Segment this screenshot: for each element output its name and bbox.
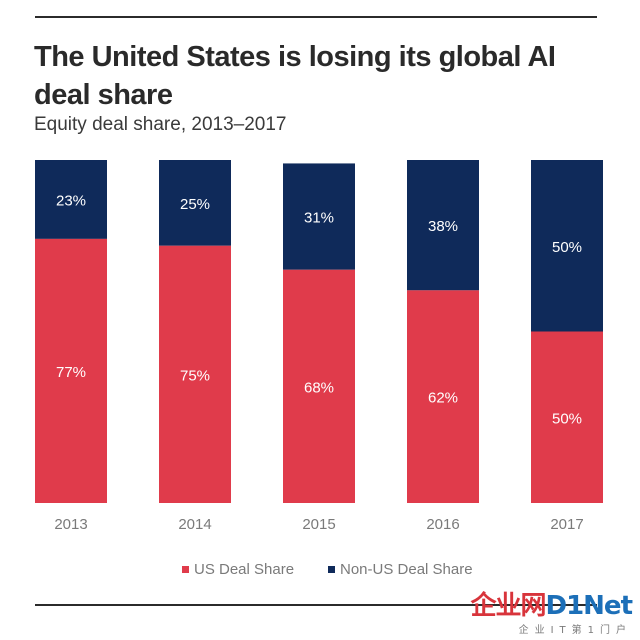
legend-swatch-non-us (328, 566, 335, 573)
x-tick-2017: 2017 (550, 516, 583, 533)
label-non-us-2013: 23% (56, 192, 86, 209)
bar-non-us-2017 (531, 160, 603, 332)
watermark-logo: 企业网D1Net 企业IT第1门户 (470, 591, 633, 636)
bar-us-2014 (159, 245, 231, 503)
x-tick-2014: 2014 (178, 516, 211, 533)
label-us-2016: 62% (428, 390, 458, 407)
bar-non-us-2015 (283, 163, 355, 270)
bar-us-2015 (283, 269, 355, 503)
chart-subtitle: Equity deal share, 2013–2017 (34, 114, 287, 135)
legend-label-non-us: Non-US Deal Share (340, 561, 473, 578)
legend-swatch-us (182, 566, 189, 573)
x-tick-2013: 2013 (54, 516, 87, 533)
label-us-2017: 50% (552, 410, 582, 427)
top-rule (35, 16, 597, 18)
bar-non-us-2013 (35, 160, 107, 239)
legend-item-non-us: Non-US Deal Share (328, 561, 473, 578)
bottom-rule (35, 604, 597, 606)
chart-title: The United States is losing its global A… (34, 41, 556, 111)
label-non-us-2014: 25% (180, 196, 210, 213)
x-tick-2015: 2015 (302, 516, 335, 533)
watermark-brand-red: 企业网 (470, 591, 546, 621)
x-tick-2016: 2016 (426, 516, 459, 533)
legend-label-us: US Deal Share (194, 561, 295, 578)
bar-us-2013 (35, 238, 107, 503)
legend-item-us: US Deal Share (182, 561, 294, 578)
label-non-us-2016: 38% (428, 218, 458, 235)
bar-us-2017 (531, 331, 603, 503)
watermark-brand-blue: D1Net (545, 591, 633, 621)
watermark-tagline: 企业IT第1门户 (518, 625, 632, 636)
label-non-us-2017: 50% (552, 239, 582, 256)
label-non-us-2015: 31% (304, 210, 334, 227)
label-us-2013: 77% (56, 364, 86, 381)
bar-non-us-2014 (159, 160, 231, 246)
label-us-2014: 75% (180, 367, 210, 384)
label-us-2015: 68% (304, 379, 334, 396)
bar-non-us-2016 (407, 160, 479, 291)
bar-us-2016 (407, 290, 479, 503)
